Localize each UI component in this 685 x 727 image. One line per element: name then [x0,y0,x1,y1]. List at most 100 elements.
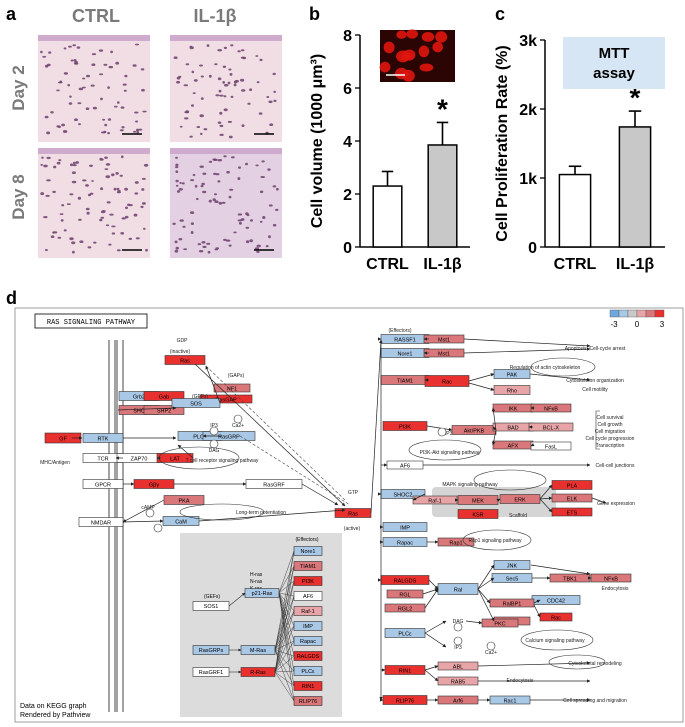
micrograph-surface-layer [38,35,150,41]
gene-node-label: PLA [567,483,578,489]
cell-nucleus [124,187,128,191]
cell-nucleus [202,172,207,175]
gene-node-label: PI3K [399,424,411,430]
gene-node-label: RLIP76 [396,698,414,704]
cell-nucleus [190,222,194,226]
cell-nucleus [201,241,206,244]
micrograph-background [38,148,150,258]
outcome-bracket [595,410,600,450]
cell-nucleus [87,246,92,249]
cell-nucleus [217,49,222,52]
cell-nucleus [90,84,95,87]
y-tick-label: 2 [343,187,352,204]
cell-nucleus [100,210,106,214]
gene-node-label: Ras [180,358,190,364]
pathway-edge [477,588,495,622]
cell-nucleus [74,60,78,64]
cell-nucleus [183,84,189,87]
gene-node-label: RTK [98,436,109,442]
gene-node-label: ETS [567,510,578,516]
cell-nucleus [43,216,48,219]
cell-nucleus [61,204,65,207]
gene-node-label: PAK [507,372,518,378]
pathway-title: RAS SIGNALING PATHWAY [47,319,136,327]
cell-nucleus [57,236,62,239]
cell-nucleus [136,131,139,134]
x-tick-label: CTRL [554,256,597,273]
pathway-text-cell-growth: Cell growth [597,422,622,428]
cell-nucleus [198,250,204,253]
gene-node-label: Rap1 [449,540,462,546]
cell-nucleus [67,84,70,87]
cell-nucleus [63,47,67,50]
gene-node-label: Rac [442,379,452,385]
cell-nucleus [255,164,259,167]
cell-nucleus [72,250,75,254]
cell-nucleus [230,44,234,47]
inset-gefs-header: (GEFs) [204,594,220,600]
cell-nucleus [225,239,231,242]
pathway-text-dag: DAG [453,619,464,625]
cell-nucleus [238,221,242,225]
cell-nucleus [228,135,233,139]
cell-nucleus [69,237,74,241]
cell-nucleus [199,64,203,67]
pathway-text-gaps: (GAPs) [228,373,245,379]
cell-nucleus [259,220,263,223]
cell-nucleus [58,159,62,162]
cell-nucleus [59,213,64,216]
cell-nucleus [192,92,196,94]
cell-nucleus [219,124,224,128]
gene-node-label: NFκB [604,576,618,582]
panel-letter-c: c [495,4,505,24]
pathway-text-long-term-potentiation: Long-term potentiation [236,510,286,516]
gene-node-label: PLCγ [193,434,207,440]
cell-nucleus [142,110,147,113]
cell-nucleus [249,88,253,91]
pathway-edge [539,496,553,501]
cell-nucleus [217,77,222,81]
inset-edge [274,640,295,673]
pathway-text-cell-motility: Cell motility [582,387,608,393]
cell-nucleus [185,63,190,66]
cell-nucleus [267,168,271,171]
pathway-edge [496,498,501,502]
pathway-text-transcription: Transcription [596,443,625,449]
cell-nucleus [172,222,176,225]
cell-nucleus [82,77,86,80]
cell-nucleus [108,65,114,69]
cell-nucleus [179,219,184,222]
cell-nucleus [141,88,145,92]
cell-nucleus [135,237,140,240]
cell-nucleus [72,164,77,167]
inset-effector-label: Raf-1 [301,609,314,615]
cell-nucleus [113,105,118,108]
pathway-edge [424,620,447,634]
cell-nucleus [237,50,241,53]
pathway-edge [477,661,591,667]
pathway-text-gdp: GDP [177,338,189,344]
gene-node-label: RGL2 [398,606,412,612]
cell-nucleus [77,196,82,200]
bar-IL-1β [427,144,458,248]
pathway-edge [533,599,541,604]
cell-nucleus [85,184,89,187]
inset-edge [274,565,295,651]
cell-nucleus [141,177,146,180]
cell-nucleus [265,245,269,248]
cell-nucleus [124,74,128,78]
inset-edge [274,671,295,702]
gene-node-label: ERK [514,497,526,503]
cell-nucleus [134,192,139,195]
cell-nucleus [105,163,111,166]
second-messenger-node [153,523,163,533]
cell-nucleus [110,50,113,54]
pathway-edge [477,588,491,604]
inset-edge [278,592,295,657]
cell-nucleus [91,63,96,66]
cell-nucleus [40,50,43,54]
gene-node-label: RAB5 [451,679,465,685]
pathway-text-pi3k-akt-signaling-pathway: PI3K-Akt signaling pathway [420,450,481,456]
cell-nucleus [107,86,110,89]
cell-nucleus [145,248,148,252]
